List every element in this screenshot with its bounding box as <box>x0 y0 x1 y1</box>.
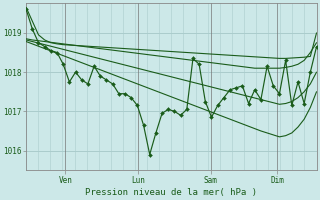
X-axis label: Pression niveau de la mer( hPa ): Pression niveau de la mer( hPa ) <box>85 188 257 197</box>
